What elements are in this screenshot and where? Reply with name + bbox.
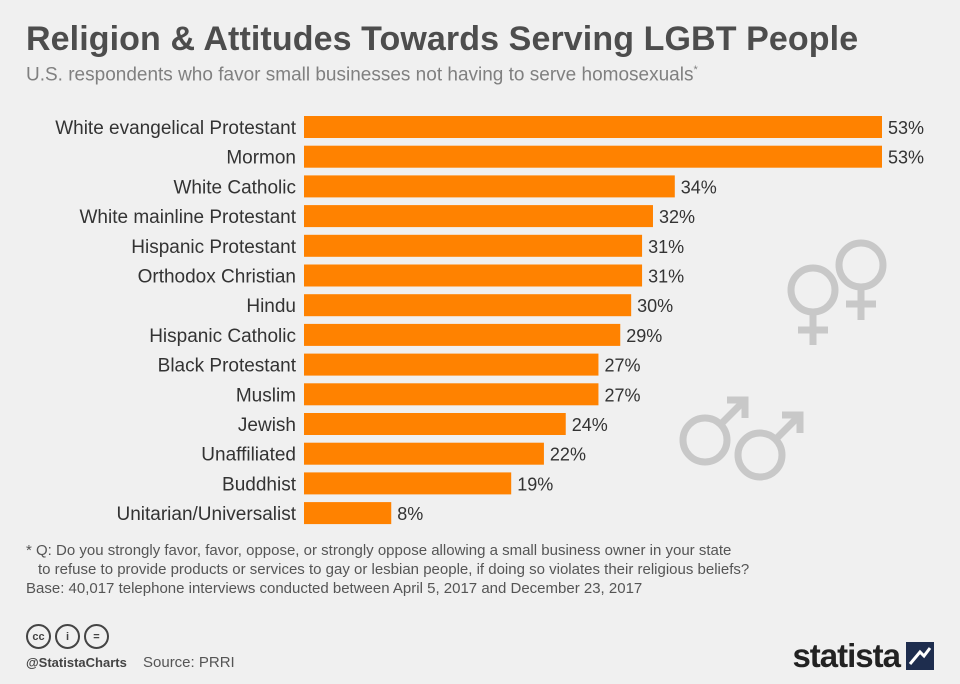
value-label: 30% (637, 296, 673, 316)
source-text: Source: PRRI (143, 654, 235, 671)
statista-handle[interactable]: @StatistaCharts (26, 655, 127, 670)
value-label: 27% (604, 385, 640, 405)
category-label: Hispanic Catholic (149, 326, 296, 347)
category-label: White evangelical Protestant (55, 118, 297, 139)
bar[interactable] (304, 502, 392, 525)
bar[interactable] (304, 205, 653, 228)
chart-title: Religion & Attitudes Towards Serving LGB… (26, 20, 859, 58)
female-symbols-icon (787, 239, 887, 345)
attribution-icon[interactable]: i (55, 624, 80, 649)
bar[interactable] (304, 472, 512, 495)
value-label: 22% (550, 445, 586, 465)
bar[interactable] (304, 264, 643, 287)
footnote-line-2: to refuse to provide products or service… (38, 561, 750, 578)
footnote: * Q: Do you strongly favor, favor, oppos… (26, 541, 749, 598)
bar[interactable] (304, 413, 566, 435)
category-label: White Catholic (174, 177, 297, 198)
category-label: Buddhist (222, 474, 297, 495)
bar[interactable] (304, 175, 675, 198)
bars-group: White evangelical Protestant 53% Mormon 53%… (55, 116, 924, 525)
value-label: 34% (681, 177, 717, 197)
statista-logo[interactable]: statista (792, 637, 934, 675)
bar[interactable] (304, 442, 544, 465)
bar[interactable] (304, 234, 643, 257)
category-label: Orthodox Christian (138, 267, 296, 288)
footnote-line-1: * Q: Do you strongly favor, favor, oppos… (26, 542, 732, 559)
statista-logo-icon (906, 642, 934, 670)
value-label: 32% (659, 207, 695, 227)
value-label: 31% (648, 267, 684, 287)
category-label: White mainline Protestant (80, 207, 297, 228)
value-label: 29% (626, 326, 662, 346)
category-label: Mormon (226, 148, 296, 169)
value-label: 8% (397, 504, 423, 524)
category-label: Muslim (236, 385, 296, 406)
cc-icon[interactable]: cc (26, 624, 51, 649)
value-label: 24% (572, 415, 608, 435)
no-derivatives-icon[interactable]: = (84, 624, 109, 649)
category-label: Hispanic Protestant (131, 237, 296, 258)
bar[interactable] (304, 294, 632, 317)
bar[interactable] (304, 353, 599, 376)
footnote-base: Base: 40,017 telephone interviews conduc… (26, 580, 643, 597)
value-label: 53% (888, 118, 924, 138)
bar[interactable] (304, 145, 882, 168)
category-label: Unaffiliated (201, 445, 296, 466)
category-label: Black Protestant (158, 356, 297, 377)
statista-logo-text: statista (792, 637, 901, 674)
subtitle-asterisk: * (693, 64, 698, 76)
license-icons: cc i = (26, 624, 109, 649)
category-label: Unitarian/Universalist (116, 504, 296, 525)
bar-chart: White evangelical Protestant 53% Mormon 53%… (55, 116, 924, 525)
bar[interactable] (304, 116, 882, 138)
value-label: 31% (648, 237, 684, 257)
bar[interactable] (304, 383, 599, 406)
bar[interactable] (304, 323, 621, 346)
category-label: Hindu (246, 296, 296, 317)
value-label: 53% (888, 148, 924, 168)
value-label: 19% (517, 474, 553, 494)
chart-subtitle: U.S. respondents who favor small busines… (26, 64, 698, 86)
male-symbols-icon (679, 396, 804, 481)
value-label: 27% (604, 356, 640, 376)
category-label: Jewish (238, 415, 296, 436)
